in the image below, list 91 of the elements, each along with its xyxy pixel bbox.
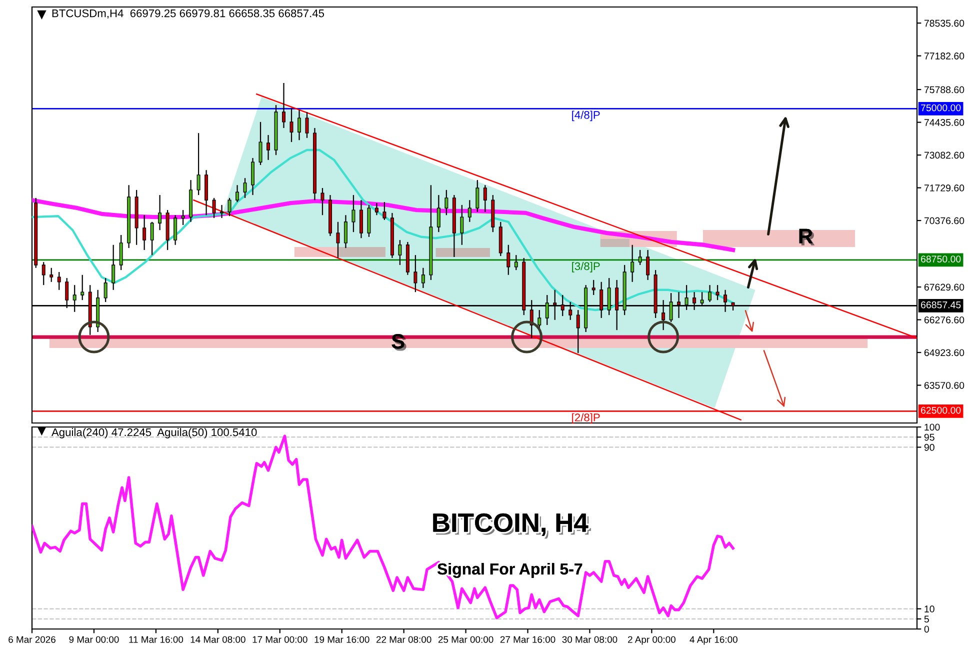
candlestick [460,204,464,246]
y-tick-label: 66276.60 [924,316,964,324]
x-tick-label: 17 Mar 00:00 [252,636,308,643]
ref-line-label: 68750.00 [921,256,961,262]
ref-line-label: 75000.00 [921,104,961,112]
candlestick [282,82,286,129]
candlestick [158,194,162,231]
candlestick [476,179,480,213]
candlestick [468,200,472,222]
candlestick [444,189,448,216]
candlestick [716,284,720,301]
candlestick [344,214,348,249]
candlestick [436,194,440,233]
candlestick [251,157,255,196]
y-tick-label: 75788.60 [924,86,964,94]
line-series [32,148,734,312]
candlestick [638,249,642,266]
candlestick [414,254,418,293]
y-tick-label: 90 [924,444,934,451]
candlestick [576,309,580,354]
candlestick [646,249,650,281]
ref-line-label: 62500.00 [921,406,961,414]
y-tick-label: 71729.60 [924,184,964,192]
candlestick [236,184,240,203]
candlestick [336,221,340,259]
x-tick-label: 9 Mar 00:00 [69,636,119,643]
candlestick [305,111,309,138]
candlestick [359,200,363,239]
candlestick [514,254,518,271]
candlestick [42,262,46,286]
annotation: [3/8]P [572,262,600,272]
candlestick [57,271,61,290]
candlestick [483,184,487,213]
candlestick [228,197,232,217]
candlestick [592,279,596,296]
candlestick [398,239,402,266]
candlestick [212,197,216,219]
y-tick-label: 73082.60 [924,152,964,159]
candlestick [266,134,270,160]
candlestick [258,121,262,166]
y-tick-label: 70376.60 [924,217,964,224]
candlestick [298,110,301,141]
candlestick [220,204,224,219]
y-tick-label: 5 [924,616,929,623]
candlestick [374,202,378,216]
candlestick [421,267,425,289]
candlestick [708,284,712,303]
x-tick-label: 25 Mar 00:00 [438,636,494,643]
x-tick-label: 4 Apr 16:00 [690,636,738,645]
candlestick [352,194,356,233]
y-tick-label: 64923.60 [924,349,964,356]
candlestick [320,187,324,216]
candlestick [50,267,54,282]
annotation: [2/8]P [572,413,600,424]
y-tick-label: 77182.60 [924,52,964,60]
x-tick-label: 14 Mar 08:00 [190,636,246,643]
candlestick [104,277,108,303]
candlestick [506,244,510,276]
candlestick [196,132,200,196]
candlestick [150,221,154,256]
x-tick-label: 2 Apr 00:00 [628,636,676,645]
y-tick-label: 67629.60 [924,284,964,291]
candlestick [630,244,634,282]
x-tick-label: 22 Mar 08:00 [376,636,432,643]
candlestick [181,209,185,226]
chart-title: BTCUSDm,H4 66979.25 66979.81 66658.35 66857.45 [52,9,324,19]
y-tick-label: 95 [924,434,934,441]
annotation: BITCOIN, H4 [433,513,591,539]
x-tick-label: 6 Mar 2026 [8,636,56,643]
annotation: R [799,228,815,246]
x-tick-label: 19 Mar 16:00 [314,636,370,643]
candlestick [119,234,123,271]
chart-title: Aguila(240) 47.2245 Aguila(50) 100.5410 [51,428,257,438]
y-tick-label: 100 [924,424,940,431]
candlestick [243,178,247,198]
y-tick-label: 74435.60 [924,119,964,126]
y-tick-label: 78535.60 [924,20,964,27]
y-tick-label: 0 [924,626,929,633]
candlestick [142,214,146,251]
ref-line-label: 66857.45 [921,301,961,308]
y-tick-label: 63570.60 [924,382,964,389]
candlestick [538,309,542,331]
candlestick [382,202,386,221]
y-tick-label: 10 [924,606,934,612]
x-tick-label: 30 Mar 08:00 [562,636,618,643]
x-tick-label: 27 Mar 16:00 [500,636,556,643]
candlestick [80,274,84,301]
candlestick [112,244,116,290]
x-tick-label: 11 Mar 16:00 [129,636,184,643]
candlestick [174,214,178,246]
annotation: [4/8]P [572,110,600,122]
